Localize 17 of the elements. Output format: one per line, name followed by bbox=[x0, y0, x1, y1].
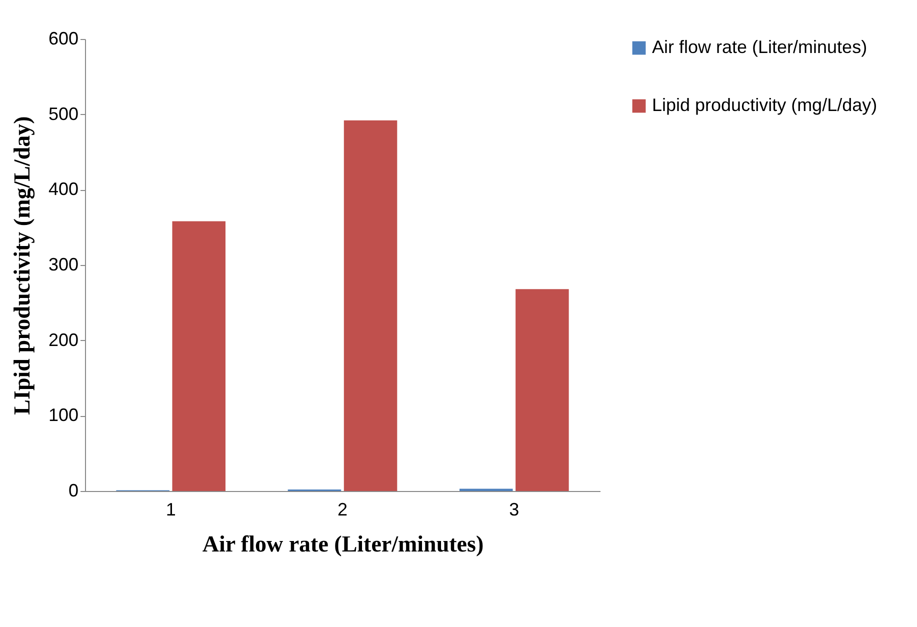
legend-label: Air flow rate (Liter/minutes) bbox=[652, 37, 868, 57]
bar bbox=[516, 289, 569, 491]
y-axis-title: LIpid productivity (mg/L/day) bbox=[9, 116, 36, 415]
legend-label: Lipid productivity (mg/L/day) bbox=[652, 95, 878, 115]
y-tick-label: 200 bbox=[48, 330, 78, 350]
x-tick-label: 3 bbox=[509, 500, 520, 520]
y-tick-label: 100 bbox=[48, 405, 78, 426]
x-tick-label: 2 bbox=[337, 500, 348, 520]
y-tick-label: 300 bbox=[48, 254, 78, 274]
bar bbox=[344, 120, 398, 491]
x-tick-label: 1 bbox=[166, 500, 176, 520]
y-tick-label: 0 bbox=[68, 480, 78, 500]
y-tick-label: 600 bbox=[48, 28, 78, 48]
y-tick-label: 500 bbox=[48, 104, 78, 124]
bar bbox=[172, 221, 226, 491]
x-axis-title: Air flow rate (Liter/minutes) bbox=[202, 532, 484, 556]
y-tick-label: 400 bbox=[48, 179, 78, 200]
